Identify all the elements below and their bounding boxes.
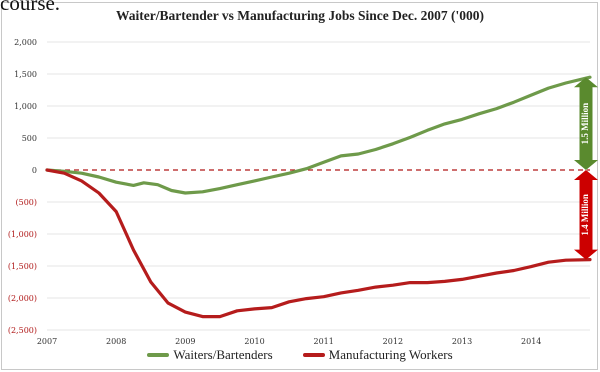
y-tick-label: (2,500): [8, 326, 37, 335]
x-tick-label: 2014: [521, 337, 541, 346]
y-tick-label: (1,500): [8, 262, 37, 271]
y-tick-label: 500: [22, 134, 37, 143]
y-tick-label: 1,500: [14, 70, 37, 79]
legend-item-waiters: Waiters/Bartenders: [147, 347, 273, 363]
y-tick-label: (2,000): [8, 294, 37, 303]
legend-label-manufacturing: Manufacturing Workers: [328, 347, 453, 362]
x-tick-label: 2012: [383, 337, 403, 346]
y-tick-label: 0: [32, 166, 37, 175]
legend-swatch-waiters: [147, 353, 170, 357]
annotation-arrow-waiters: [574, 77, 598, 170]
annotation-label-manufacturing: 1.4 Million: [580, 194, 590, 236]
x-tick-label: 2010: [244, 337, 264, 346]
x-tick-label: 2008: [106, 337, 126, 346]
legend-label-waiters: Waiters/Bartenders: [173, 347, 273, 362]
legend-swatch-manufacturing: [302, 353, 325, 357]
y-tick-label: 2,000: [14, 38, 37, 47]
clipped-text-fragment: course.: [0, 0, 61, 15]
x-tick-label: 2009: [175, 337, 195, 346]
chart-legend: Waiters/Bartenders Manufacturing Workers: [0, 347, 600, 363]
y-tick-label: (1,000): [8, 230, 37, 239]
series-line-waiters-bartenders: [45, 75, 592, 195]
y-tick-label: (500): [15, 198, 37, 207]
legend-item-manufacturing: Manufacturing Workers: [302, 347, 453, 363]
x-tick-label: 2007: [37, 337, 57, 346]
annotation-label-waiters: 1.5 Million: [580, 103, 590, 145]
chart-title: Waiter/Bartender vs Manufacturing Jobs S…: [116, 8, 484, 23]
x-tick-label: 2013: [452, 337, 472, 346]
annotation-arrow-manufacturing: [574, 170, 598, 260]
x-tick-label: 2011: [314, 337, 334, 346]
y-tick-label: 1,000: [14, 102, 37, 111]
series-line-manufacturing-workers: [45, 168, 592, 319]
